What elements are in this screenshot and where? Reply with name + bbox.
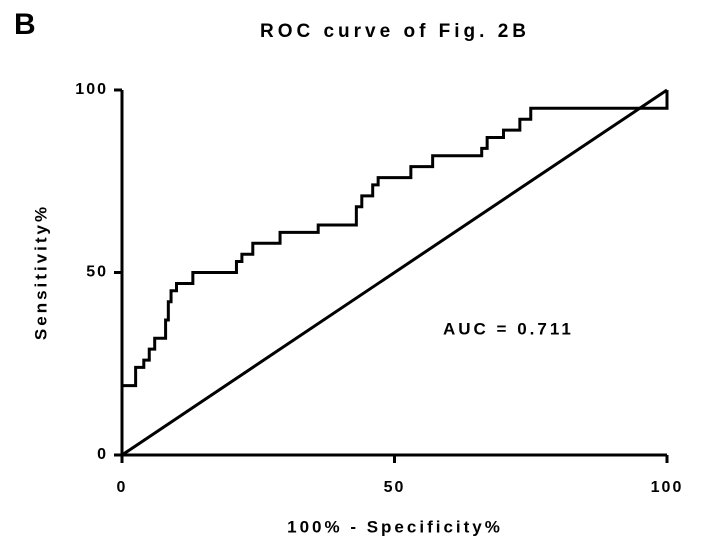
y-tick-label: 50	[86, 264, 108, 281]
panel-label: B	[14, 8, 36, 41]
roc-line	[120, 90, 669, 455]
x-tick-label: 100	[651, 479, 684, 496]
auc-annotation: AUC = 0.711	[443, 319, 574, 338]
y-tick-label: 100	[75, 81, 108, 98]
x-tick-label: 0	[117, 479, 128, 496]
y-axis-label: Sensitivity%	[31, 204, 50, 340]
roc-line	[121, 88, 668, 457]
y-tick-label: 0	[97, 446, 108, 463]
x-tick-label: 50	[384, 479, 406, 496]
chart-title: ROC curve of Fig. 2B	[260, 21, 530, 42]
x-axis-label: 100% - Specificity%	[287, 517, 503, 536]
